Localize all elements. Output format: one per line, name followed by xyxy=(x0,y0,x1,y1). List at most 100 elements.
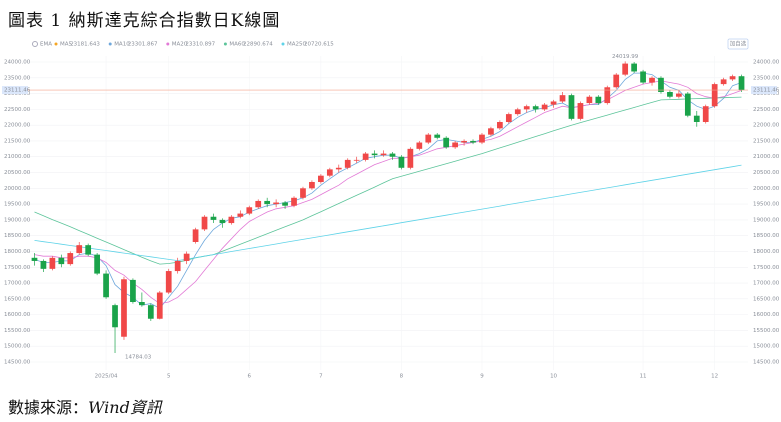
candle-body xyxy=(505,114,512,122)
y-tick-label: 21500.00 xyxy=(4,138,31,144)
candle-body xyxy=(577,103,584,119)
candle-body xyxy=(112,305,118,328)
candle-body xyxy=(729,76,736,80)
candle-body xyxy=(353,159,360,161)
y-tick-label: 20000.00 xyxy=(4,186,31,192)
y-tick-label: 24000.00 xyxy=(4,60,31,66)
candle-body xyxy=(550,101,557,105)
y-tick-label: 16000.00 xyxy=(4,312,31,318)
y-tick-label: 22000.00 xyxy=(4,123,31,129)
candle-body xyxy=(318,175,324,182)
candle-body xyxy=(201,216,208,230)
candle-body xyxy=(658,77,664,92)
legend-name: MA10 xyxy=(114,42,130,48)
candle-body xyxy=(219,219,226,224)
candle-body xyxy=(156,292,163,319)
legend-marker xyxy=(54,42,58,46)
y-tick-label-right: 14500.00 xyxy=(753,360,780,366)
y-tick-label-right: 23000.00 xyxy=(753,91,780,97)
candle-body xyxy=(31,257,38,261)
y-tick-label: 21000.00 xyxy=(4,154,31,160)
candle-body xyxy=(693,115,700,122)
legend-value: 20720.615 xyxy=(304,42,334,48)
y-tick-label: 19500.00 xyxy=(4,202,31,208)
x-tick-label: 9 xyxy=(480,374,484,380)
ma-line xyxy=(34,72,742,309)
candle-body xyxy=(183,253,190,261)
legend-value: 23301.867 xyxy=(128,42,158,48)
ma-line xyxy=(34,80,742,305)
candle-body xyxy=(541,104,548,110)
button-bg[interactable] xyxy=(727,38,749,50)
candle-body xyxy=(344,159,351,168)
candle-body xyxy=(586,96,593,104)
y-tick-label-right: 16000.00 xyxy=(753,312,780,318)
candle-body xyxy=(470,140,476,143)
candle-body xyxy=(309,182,315,189)
x-tick-label: 7 xyxy=(319,374,323,380)
candle-body xyxy=(497,122,503,129)
candle-body xyxy=(300,188,306,198)
candle-body xyxy=(326,169,333,176)
candle-body xyxy=(192,229,199,242)
legend-name: MA5 xyxy=(60,42,73,48)
candle-body xyxy=(210,216,217,220)
candle-body xyxy=(40,260,47,269)
y-tick-label-right: 17500.00 xyxy=(753,265,780,271)
candle-body xyxy=(165,271,172,293)
y-tick-label: 17500.00 xyxy=(4,265,31,271)
y-tick-label-right: 22000.00 xyxy=(753,123,780,129)
y-tick-label: 23000.00 xyxy=(4,91,31,97)
candle-body xyxy=(371,153,378,156)
candle-body xyxy=(273,202,279,205)
toggle-label: EMA xyxy=(40,42,52,48)
candle-body xyxy=(613,74,620,88)
candle-body xyxy=(94,254,100,274)
page-title: 圖表 1 納斯達克綜合指數日K線圖 xyxy=(8,11,281,31)
candle-body xyxy=(282,202,288,206)
candle-body xyxy=(380,153,387,156)
chart: 14500.00 14500.00 15000.00 15000.00 15500.00… xyxy=(0,34,781,386)
y-tick-label: 15000.00 xyxy=(4,344,31,350)
y-tick-label: 18500.00 xyxy=(4,233,31,239)
candle-body xyxy=(452,142,458,148)
x-tick-label: 11 xyxy=(640,374,647,380)
ma-line xyxy=(34,96,742,265)
price-tag-right: 23111.46 xyxy=(753,88,780,94)
source-label: 數據來源： xyxy=(8,398,89,417)
candle-body xyxy=(514,109,521,115)
y-tick-label-right: 17000.00 xyxy=(753,281,780,287)
candle-body xyxy=(425,134,432,143)
low-label: 14784.03 xyxy=(125,355,152,361)
button-text[interactable]: 加自选 xyxy=(730,40,747,48)
x-tick-label: 8 xyxy=(400,374,404,380)
candle-body xyxy=(523,106,530,110)
legend-value: 23310.897 xyxy=(185,42,215,48)
candle-body xyxy=(291,197,297,206)
y-tick-label-right: 19500.00 xyxy=(753,202,780,208)
candle-body xyxy=(649,77,655,83)
x-tick-label: 2025/04 xyxy=(95,374,118,380)
legend-marker xyxy=(281,42,285,46)
candle-body xyxy=(362,153,369,160)
candle-body xyxy=(147,305,154,319)
price-tag: 23111.46 xyxy=(4,88,31,94)
x-tick-label: 6 xyxy=(248,374,252,380)
candle-body xyxy=(711,84,718,107)
candle-body xyxy=(139,302,145,306)
y-tick-label: 14500.00 xyxy=(4,360,31,366)
x-tick-label: 10 xyxy=(550,374,557,380)
y-tick-label-right: 19000.00 xyxy=(753,217,780,223)
y-tick-label-right: 18500.00 xyxy=(753,233,780,239)
candle-body xyxy=(479,134,485,143)
y-tick-label-right: 22500.00 xyxy=(753,107,780,113)
candle-body xyxy=(622,63,629,75)
candle-body xyxy=(595,96,602,104)
candle-body xyxy=(174,260,181,272)
y-tick-label-right: 24000.00 xyxy=(753,60,780,66)
candle-body xyxy=(461,140,467,143)
candle-body xyxy=(76,245,83,254)
toggle-icon xyxy=(32,41,38,47)
y-tick-label: 17000.00 xyxy=(4,281,31,287)
